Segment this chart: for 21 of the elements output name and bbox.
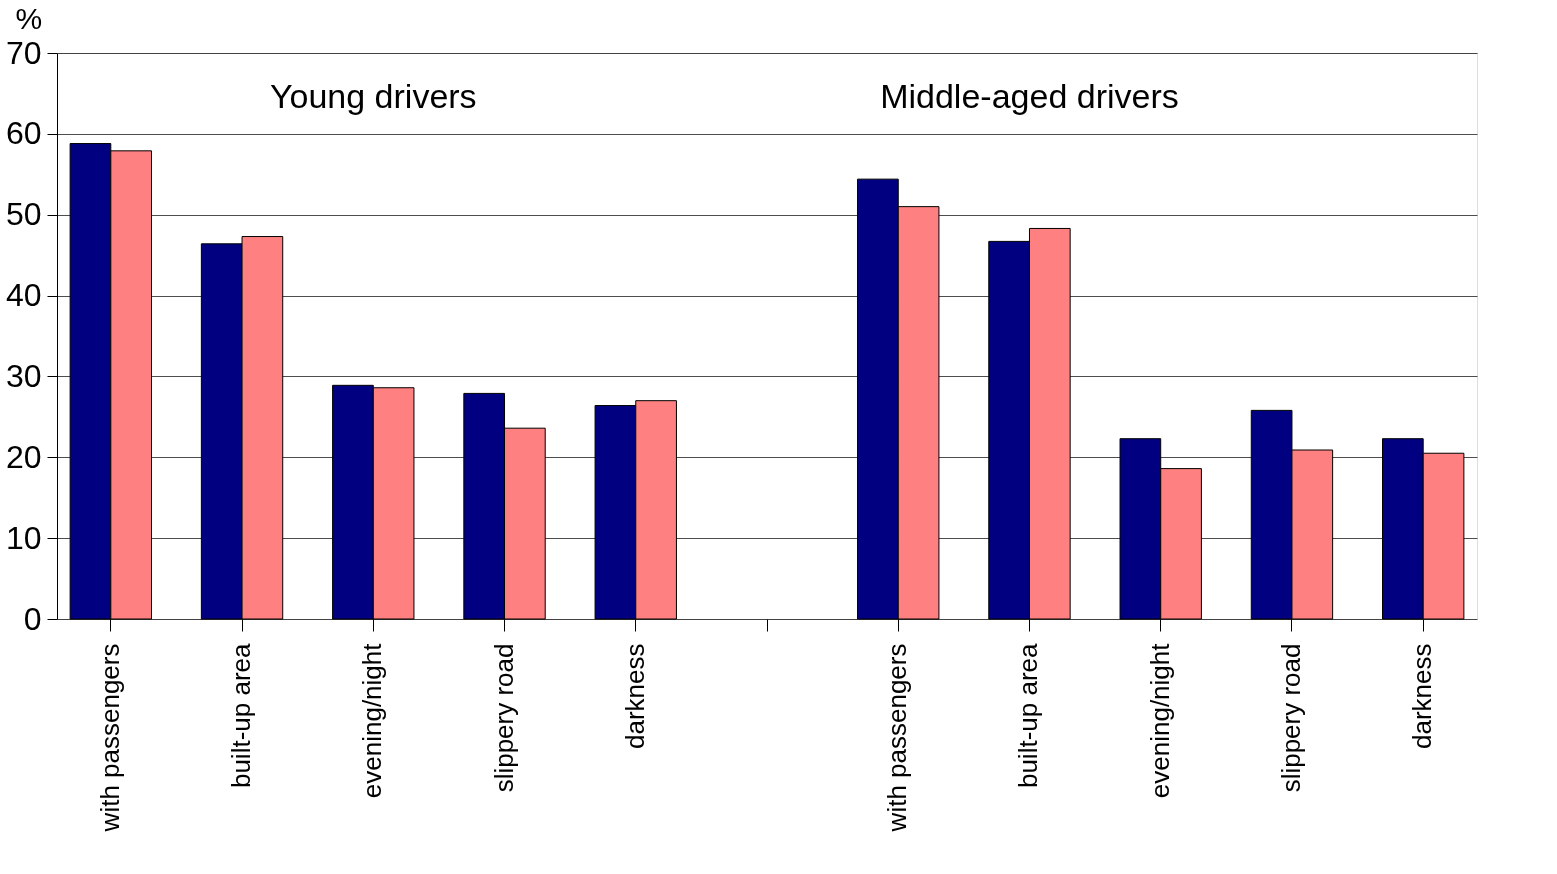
x-tick-label: with passengers <box>882 643 913 833</box>
x-tick-label: built-up area <box>1013 642 1044 789</box>
x-tick-label: darkness <box>619 643 650 749</box>
y-tick-label: 30 <box>5 357 42 394</box>
x-tick-label: built-up area <box>226 642 257 789</box>
x-tick-label: evening/night <box>1144 642 1175 799</box>
y-tick-label: 10 <box>5 519 42 556</box>
x-tick-label: darkness <box>1407 643 1438 749</box>
y-tick-label: 50 <box>5 196 42 233</box>
y-tick-label: 40 <box>5 277 42 314</box>
x-tick-label: slippery road <box>488 643 519 793</box>
y-tick-label: 20 <box>5 438 42 475</box>
annotation: Young drivers <box>269 77 477 116</box>
x-tick-label: with passengers <box>94 643 125 833</box>
y-tick-label: 60 <box>5 115 42 152</box>
y-tick-label: 0 <box>23 600 42 637</box>
x-tick-label: slippery road <box>1275 643 1306 793</box>
x-tick-label: evening/night <box>357 642 388 799</box>
annotation: Middle-aged drivers <box>880 77 1179 116</box>
y-axis-title: % <box>15 2 43 35</box>
y-tick-label: 70 <box>5 34 42 71</box>
